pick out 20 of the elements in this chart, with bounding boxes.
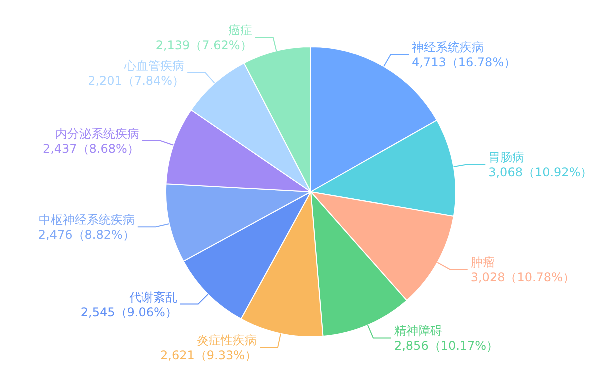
data-label: 2,545（9.06%） [80, 305, 178, 320]
data-label: 2,856（10.17%） [394, 339, 499, 354]
slice-label: 中枢神经系统疾病 [38, 213, 135, 228]
data-label: 2,476（8.82%） [38, 228, 135, 242]
data-label: 3,028（10.78%） [470, 270, 575, 284]
data-label: 2,139（7.62%） [156, 38, 252, 53]
slice-label: 心血管疾病 [124, 58, 185, 73]
slice-label: 癌症 [228, 24, 252, 38]
slice-label: 精神障碍 [394, 324, 442, 338]
slice-label: 内分泌系统疾病 [55, 126, 140, 141]
slice-label: 炎症性疾病 [197, 334, 258, 348]
data-label: 2,437（8.68%） [42, 142, 140, 156]
data-label: 4,713（16.78%） [412, 56, 516, 70]
slice-label: 肿瘤 [470, 255, 495, 270]
data-label: 2,621（9.33%） [160, 348, 258, 363]
slice-label: 神经系统疾病 [412, 40, 484, 55]
slice-label: 胃肠病 [488, 150, 525, 165]
slice-label: 代谢紊乱 [128, 290, 178, 304]
data-label: 2,201（7.84%） [88, 74, 185, 88]
data-label: 3,068（10.92%） [488, 166, 593, 180]
